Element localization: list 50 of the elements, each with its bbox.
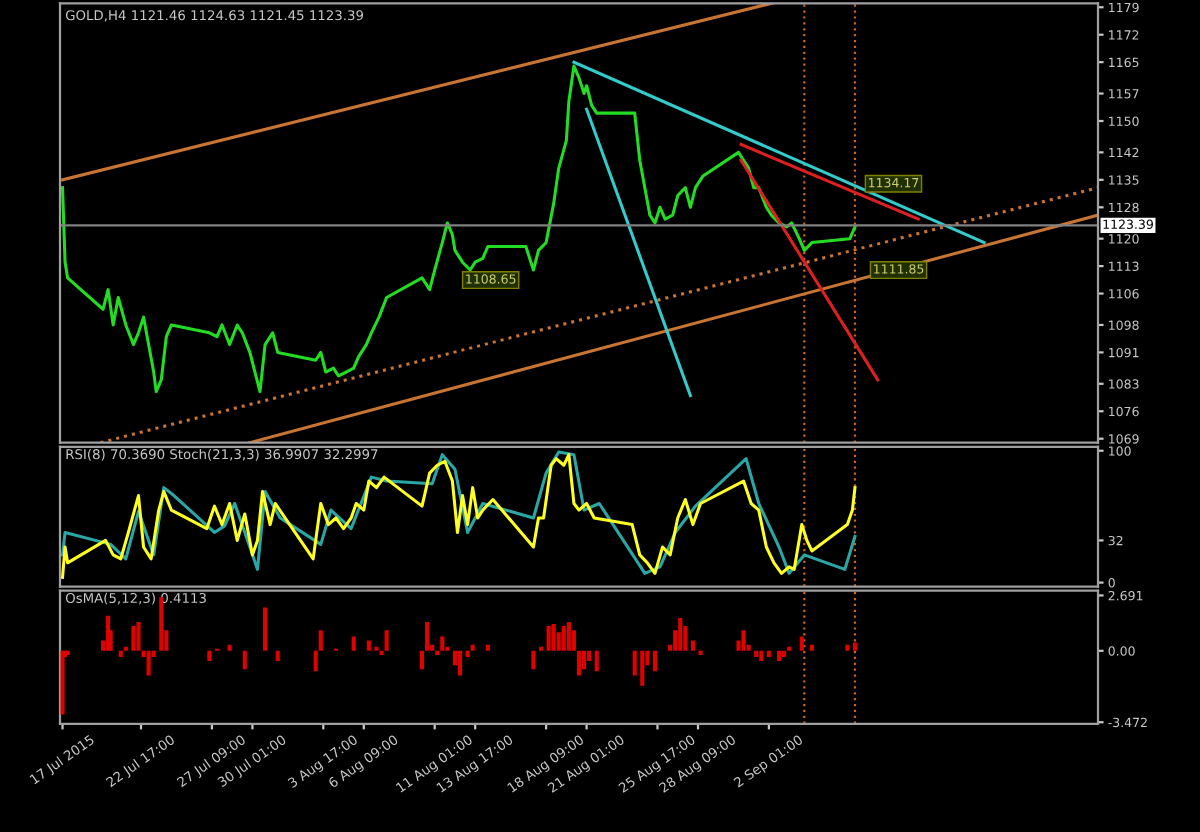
line-series: [61, 64, 857, 394]
bar: [419, 650, 425, 670]
bar: [351, 636, 356, 651]
bar: [640, 650, 645, 686]
bar: [136, 621, 141, 651]
bar: [759, 650, 764, 662]
bar: [690, 640, 695, 651]
bar: [566, 621, 571, 651]
bar: [425, 621, 430, 651]
bar: [594, 650, 599, 672]
bar: [159, 597, 164, 651]
bar: [440, 636, 445, 651]
bar: [551, 624, 556, 651]
bar: [809, 644, 814, 651]
bar: [318, 630, 323, 651]
bar: [852, 642, 858, 651]
bar: [384, 630, 389, 651]
bar: [131, 626, 136, 651]
bar: [782, 650, 787, 657]
bar: [227, 644, 232, 651]
bar: [678, 617, 683, 651]
bar: [457, 650, 463, 676]
bar: [485, 644, 490, 651]
bar: [531, 650, 536, 670]
bar: [576, 650, 582, 676]
bar: [242, 650, 247, 670]
bar: [207, 650, 212, 662]
bar: [263, 607, 268, 651]
bar: [683, 626, 688, 651]
bar: [571, 630, 576, 651]
bar: [366, 640, 371, 651]
bar: [470, 644, 475, 651]
bar: [741, 630, 746, 651]
bar: [582, 650, 587, 670]
bar: [799, 636, 804, 651]
bar: [766, 650, 771, 657]
bar: [118, 650, 123, 657]
bar: [546, 626, 551, 651]
bar: [754, 650, 759, 657]
bar: [776, 650, 782, 662]
bar: [561, 626, 566, 651]
bar: [146, 650, 151, 676]
bar: [652, 650, 657, 672]
bar: [465, 650, 470, 657]
bar: [313, 650, 318, 672]
bar: [275, 650, 280, 662]
bar: [587, 650, 592, 662]
bar: [556, 632, 561, 651]
bar: [845, 644, 850, 651]
bar: [60, 650, 65, 715]
